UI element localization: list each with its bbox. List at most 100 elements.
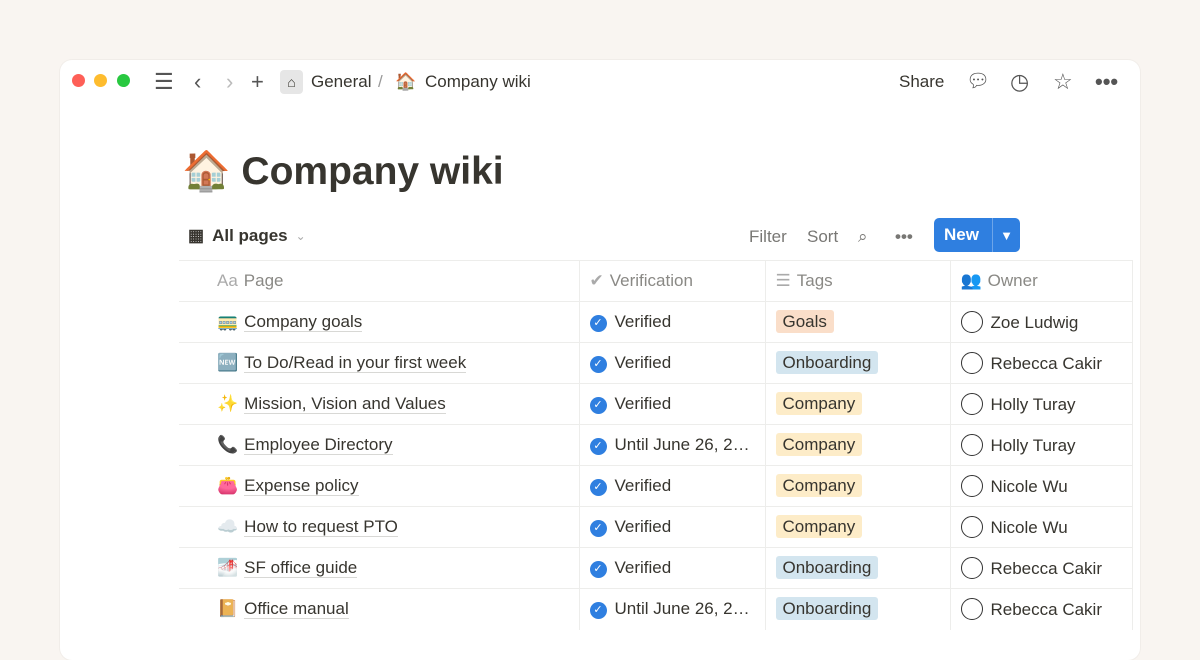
page-cell[interactable]: 👛 Expense policy — [179, 465, 580, 507]
owner-cell[interactable]: Nicole Wu — [950, 506, 1133, 548]
verification-cell[interactable]: ✓ Until June 26, 2… — [579, 424, 766, 466]
verification-cell[interactable]: ✓ Until June 26, 2… — [579, 588, 766, 630]
page-emoji-icon: ✨ — [217, 394, 239, 413]
star-icon[interactable]: ☆ — [1053, 69, 1073, 94]
sort-button[interactable]: Sort — [807, 227, 839, 246]
verification-status: Until June 26, 2… — [614, 435, 750, 454]
tag-badge: Company — [775, 474, 863, 497]
page-cell[interactable]: ☁️ How to request PTO — [179, 506, 580, 548]
tags-cell[interactable]: Onboarding — [765, 547, 951, 589]
table-row[interactable]: 🆕 To Do/Read in your first week ✓ Verified… — [179, 342, 1133, 384]
column-label: Tags — [796, 271, 833, 290]
tags-cell[interactable]: Company — [765, 465, 951, 507]
page-link[interactable]: Employee Directory — [244, 435, 393, 455]
close-window-button[interactable] — [72, 74, 85, 87]
tags-cell[interactable]: Company — [765, 424, 951, 466]
minimize-window-button[interactable] — [94, 74, 107, 87]
owner-name: Rebecca Cakir — [990, 559, 1103, 578]
column-label: Page — [243, 271, 284, 290]
owner-cell[interactable]: Rebecca Cakir — [950, 588, 1133, 630]
page-cell[interactable]: 🌁 SF office guide — [179, 547, 580, 589]
column-header-tags[interactable]: ☰ Tags — [765, 260, 951, 302]
verification-cell[interactable]: ✓ Verified — [579, 547, 766, 589]
tags-cell[interactable]: Company — [765, 383, 951, 425]
table-row[interactable]: 📞 Employee Directory ✓ Until June 26, 2… C… — [179, 424, 1133, 466]
verified-badge-icon: ✓ — [589, 438, 607, 455]
pages-table: Aa Page ✔ Verification ☰ Tags 👥 Owner 🚃 Company … — [179, 260, 1133, 630]
page-link[interactable]: Office manual — [244, 599, 349, 620]
owner-cell[interactable]: Rebecca Cakir — [950, 342, 1133, 384]
app-window: ☰ ‹ › + ⌂ General / 🏠 Company wiki Share… — [60, 60, 1140, 660]
owner-name: Holly Turay — [990, 436, 1076, 455]
column-header-page[interactable]: Aa Page — [179, 260, 580, 302]
verification-status: Verified — [614, 312, 672, 331]
owner-cell[interactable]: Nicole Wu — [950, 465, 1133, 507]
table-row[interactable]: 🚃 Company goals ✓ Verified Goals Zoe Ludwi… — [179, 301, 1133, 343]
avatar — [960, 516, 983, 538]
table-row[interactable]: 🌁 SF office guide ✓ Verified Onboarding Re… — [179, 547, 1133, 589]
page-cell[interactable]: 📞 Employee Directory — [179, 424, 580, 466]
breadcrumb-icon: 🏠 — [395, 72, 417, 91]
breadcrumb-general[interactable]: General — [311, 72, 372, 91]
page-link[interactable]: SF office guide — [244, 558, 358, 578]
page-link[interactable]: Company goals — [244, 312, 363, 332]
tags-cell[interactable]: Onboarding — [765, 588, 951, 630]
tags-cell[interactable]: Onboarding — [765, 342, 951, 384]
new-button[interactable]: New ▼ — [934, 218, 1020, 252]
page-link[interactable]: How to request PTO — [244, 517, 398, 537]
verified-badge-icon: ✓ — [589, 520, 607, 537]
verified-badge-icon: ✓ — [589, 602, 607, 620]
table-row[interactable]: ☁️ How to request PTO ✓ Verified Company N… — [179, 506, 1133, 548]
plus-icon[interactable]: + — [251, 69, 264, 94]
table-row[interactable]: 👛 Expense policy ✓ Verified Company Nicole… — [179, 465, 1133, 507]
verification-cell[interactable]: ✓ Verified — [579, 506, 766, 548]
page-cell[interactable]: 📔 Office manual — [179, 588, 580, 630]
history-icon[interactable]: ◷ — [1010, 69, 1030, 94]
verification-cell[interactable]: ✓ Verified — [579, 465, 766, 507]
verified-badge-icon: ✓ — [589, 315, 607, 332]
more-options-icon[interactable]: ••• — [895, 227, 913, 246]
comment-icon[interactable]: 💬︎ — [966, 71, 991, 92]
tags-cell[interactable]: Company — [765, 506, 951, 548]
column-header-verification[interactable]: ✔ Verification — [579, 260, 766, 302]
back-icon[interactable]: ‹ — [194, 69, 202, 94]
tags-cell[interactable]: Goals — [765, 301, 951, 343]
forward-icon[interactable]: › — [226, 69, 234, 94]
page-link[interactable]: Mission, Vision and Values — [244, 394, 446, 414]
new-label: New — [944, 225, 979, 244]
table-row[interactable]: ✨ Mission, Vision and Values ✓ Verified Co… — [179, 383, 1133, 425]
table-row[interactable]: 📔 Office manual ✓ Until June 26, 2… Onboar… — [179, 588, 1133, 630]
page-emoji-icon: 📔 — [217, 599, 239, 619]
verification-cell[interactable]: ✓ Verified — [579, 342, 766, 384]
chevron-down-icon[interactable]: ▼ — [992, 218, 1020, 252]
column-icon: Aa — [217, 271, 238, 290]
filter-button[interactable]: Filter — [749, 227, 787, 246]
search-icon[interactable]: ⌕ — [858, 227, 868, 246]
page-emoji-icon: 🌁 — [217, 558, 239, 577]
page-emoji-icon: 👛 — [217, 476, 239, 495]
avatar — [960, 311, 983, 333]
owner-cell[interactable]: Holly Turay — [950, 424, 1133, 466]
column-header-owner[interactable]: 👥 Owner — [950, 260, 1133, 302]
home-icon[interactable]: ⌂ — [280, 70, 303, 94]
verification-cell[interactable]: ✓ Verified — [579, 301, 766, 343]
column-icon: ✔ — [589, 271, 604, 290]
owner-cell[interactable]: Rebecca Cakir — [950, 547, 1133, 589]
owner-cell[interactable]: Zoe Ludwig — [950, 301, 1133, 343]
breadcrumb-current[interactable]: Company wiki — [425, 72, 531, 91]
owner-cell[interactable]: Holly Turay — [950, 383, 1133, 425]
more-icon[interactable]: ••• — [1095, 69, 1119, 94]
page-cell[interactable]: 🚃 Company goals — [179, 301, 580, 343]
breadcrumb-separator: / — [378, 72, 383, 91]
page-cell[interactable]: ✨ Mission, Vision and Values — [179, 383, 580, 425]
page-cell[interactable]: 🆕 To Do/Read in your first week — [179, 342, 580, 384]
maximize-window-button[interactable] — [117, 74, 130, 87]
page-link[interactable]: Expense policy — [244, 476, 359, 496]
page-emoji-icon: 🚃 — [217, 312, 239, 331]
page-link[interactable]: To Do/Read in your first week — [244, 353, 467, 373]
view-selector[interactable]: ▦ All pages ⌄ — [188, 226, 306, 246]
verified-badge-icon: ✓ — [589, 356, 607, 373]
verification-cell[interactable]: ✓ Verified — [579, 383, 766, 425]
menu-icon[interactable]: ☰ — [154, 69, 174, 94]
share-button[interactable]: Share — [899, 72, 945, 91]
